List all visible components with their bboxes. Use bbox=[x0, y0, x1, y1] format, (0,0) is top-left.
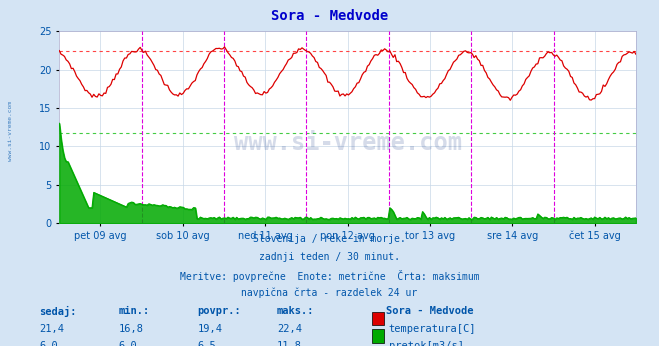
Text: Sora - Medvode: Sora - Medvode bbox=[271, 9, 388, 22]
Text: www.si-vreme.com: www.si-vreme.com bbox=[234, 130, 461, 155]
Text: Meritve: povprečne  Enote: metrične  Črta: maksimum: Meritve: povprečne Enote: metrične Črta:… bbox=[180, 270, 479, 282]
Text: temperatura[C]: temperatura[C] bbox=[389, 324, 476, 334]
Text: Sora - Medvode: Sora - Medvode bbox=[386, 306, 473, 316]
Text: zadnji teden / 30 minut.: zadnji teden / 30 minut. bbox=[259, 252, 400, 262]
Text: maks.:: maks.: bbox=[277, 306, 314, 316]
Text: 6,0: 6,0 bbox=[119, 341, 137, 346]
Text: pretok[m3/s]: pretok[m3/s] bbox=[389, 341, 464, 346]
Text: 11,8: 11,8 bbox=[277, 341, 302, 346]
Text: Slovenija / reke in morje.: Slovenija / reke in morje. bbox=[253, 234, 406, 244]
Text: www.si-vreme.com: www.si-vreme.com bbox=[8, 101, 13, 162]
Text: 6,0: 6,0 bbox=[40, 341, 58, 346]
Text: min.:: min.: bbox=[119, 306, 150, 316]
Text: 21,4: 21,4 bbox=[40, 324, 65, 334]
Text: 6,5: 6,5 bbox=[198, 341, 216, 346]
Text: 16,8: 16,8 bbox=[119, 324, 144, 334]
Text: 19,4: 19,4 bbox=[198, 324, 223, 334]
Text: sedaj:: sedaj: bbox=[40, 306, 77, 317]
Text: 22,4: 22,4 bbox=[277, 324, 302, 334]
Text: navpična črta - razdelek 24 ur: navpična črta - razdelek 24 ur bbox=[241, 288, 418, 298]
Text: povpr.:: povpr.: bbox=[198, 306, 241, 316]
